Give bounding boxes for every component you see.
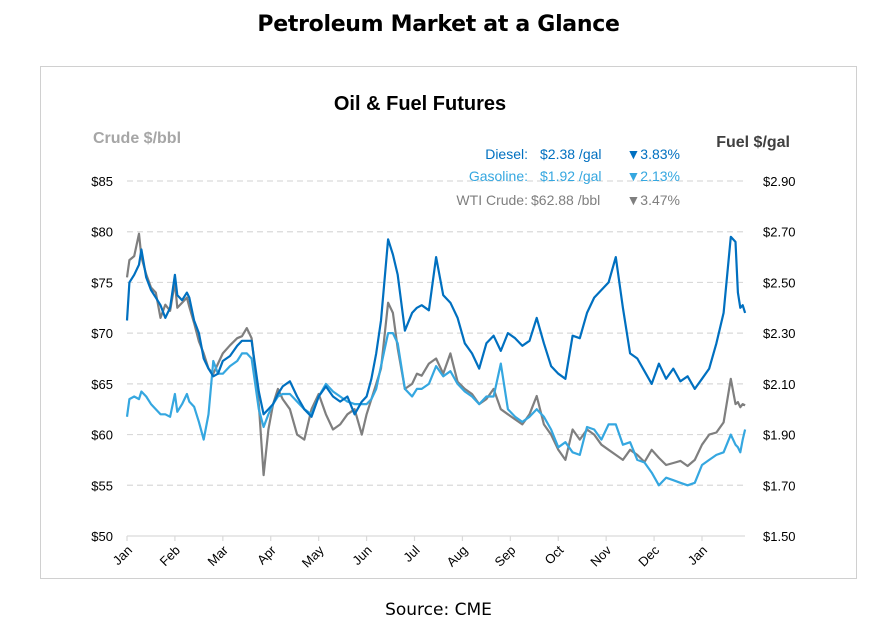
y-left-tick-label: $65 [91, 377, 113, 392]
y-right-tick-label: $2.10 [763, 377, 796, 392]
legend-change-diesel: ▼3.83% [626, 146, 680, 162]
series-lines [125, 232, 747, 487]
legend-change-gasoline: ▼2.13% [626, 168, 680, 184]
legend-change-wti-crude: ▼3.47% [626, 192, 680, 208]
x-tick-label: Aug [444, 543, 471, 570]
y-right-tick-label: $1.50 [763, 529, 796, 544]
legend-item-gasoline: Gasoline: $1.92 /gal ▼2.13% [469, 168, 680, 184]
y-left-tick-label: $75 [91, 275, 113, 290]
y-left-tick-label: $80 [91, 225, 113, 240]
gridlines [127, 180, 745, 486]
y-right-tick-label: $2.70 [763, 225, 796, 240]
x-tick-label: Jul [400, 542, 422, 564]
x-tick-label: Sep [491, 543, 518, 570]
chart-title: Oil & Fuel Futures [334, 93, 506, 115]
page-title: Petroleum Market at a Glance [257, 12, 620, 37]
source-note: Source: CME [385, 600, 492, 620]
y-left-tick-label: $70 [91, 326, 113, 341]
x-tick-label: Feb [157, 543, 183, 569]
legend-item-wti-crude: WTI Crude: $62.88 /bbl ▼3.47% [456, 192, 680, 208]
legend: Diesel: $2.38 /gal ▼3.83% Gasoline: $1.9… [456, 146, 680, 208]
x-tick-label: Jun [349, 543, 374, 568]
series-line-wti-crude [125, 232, 746, 477]
series-line-gasoline [125, 332, 747, 487]
y-left-tick-label: $50 [91, 529, 113, 544]
y-right-tick-label: $2.50 [763, 275, 796, 290]
legend-item-diesel: Diesel: $2.38 /gal ▼3.83% [485, 146, 680, 162]
y-axis-right-ticks: $2.90 $2.70 $2.50 $2.30 $2.10 $1.90 $1.70 $1.50 [763, 174, 796, 544]
x-tick-label: Oct [541, 542, 566, 567]
legend-label-wti-crude: WTI Crude: [456, 192, 528, 208]
x-tick-label: Jan [685, 543, 710, 568]
y-left-tick-label: $60 [91, 428, 113, 443]
x-axis: Jan Feb Mar Apr May Jun Jul Aug Sep Oct Nov Dec Jan [110, 535, 745, 570]
legend-label-diesel: Diesel: [485, 146, 528, 162]
x-tick-label: May [299, 542, 327, 570]
legend-price-diesel: $2.38 /gal [540, 146, 602, 162]
series-line-diesel [125, 235, 747, 418]
y-axis-left-ticks: $85 $80 $75 $70 $65 $60 $55 $50 [91, 174, 113, 544]
x-tick-label: Dec [635, 542, 662, 569]
y-axis-left-title: Crude $/bbl [93, 130, 181, 147]
y-right-tick-label: $2.90 [763, 174, 796, 189]
y-right-tick-label: $2.30 [763, 326, 796, 341]
y-left-tick-label: $55 [91, 478, 113, 493]
y-axis-right-title: Fuel $/gal [716, 134, 790, 151]
legend-price-wti-crude: $62.88 /bbl [531, 192, 600, 208]
legend-label-gasoline: Gasoline: [469, 168, 528, 184]
x-tick-label: Nov [587, 542, 614, 569]
y-right-tick-label: $1.70 [763, 478, 796, 493]
x-tick-label: Mar [205, 542, 232, 569]
x-tick-label: Apr [254, 542, 279, 567]
x-tick-label: Jan [110, 543, 135, 568]
legend-price-gasoline: $1.92 /gal [540, 168, 602, 184]
y-right-tick-label: $1.90 [763, 428, 796, 443]
y-left-tick-label: $85 [91, 174, 113, 189]
